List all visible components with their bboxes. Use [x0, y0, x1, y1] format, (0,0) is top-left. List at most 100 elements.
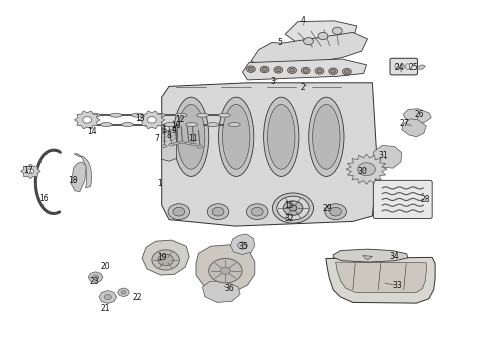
Text: 20: 20: [100, 262, 110, 271]
Polygon shape: [21, 164, 40, 179]
Circle shape: [83, 117, 92, 123]
Circle shape: [288, 67, 296, 73]
Text: 35: 35: [238, 242, 248, 251]
Ellipse shape: [173, 97, 209, 176]
Text: 8: 8: [167, 131, 172, 140]
Ellipse shape: [219, 97, 254, 176]
Text: 26: 26: [414, 110, 424, 119]
Circle shape: [168, 204, 190, 220]
Polygon shape: [333, 249, 408, 262]
Circle shape: [358, 163, 375, 176]
Text: 28: 28: [420, 195, 430, 204]
Circle shape: [343, 68, 351, 75]
Ellipse shape: [179, 141, 185, 144]
Text: 36: 36: [224, 284, 234, 293]
Ellipse shape: [228, 123, 240, 127]
Text: 27: 27: [399, 119, 409, 128]
Circle shape: [276, 68, 281, 72]
Circle shape: [212, 207, 224, 216]
Ellipse shape: [186, 123, 197, 127]
Ellipse shape: [164, 123, 176, 127]
Polygon shape: [417, 65, 425, 69]
Text: 22: 22: [132, 293, 142, 302]
Text: 30: 30: [358, 167, 368, 176]
Ellipse shape: [196, 113, 209, 117]
Text: 19: 19: [157, 253, 167, 262]
Circle shape: [291, 207, 302, 216]
Circle shape: [286, 204, 307, 220]
Ellipse shape: [268, 104, 295, 169]
Text: 7: 7: [154, 134, 159, 143]
Polygon shape: [373, 145, 402, 168]
Circle shape: [27, 169, 34, 174]
Circle shape: [246, 66, 255, 72]
Ellipse shape: [309, 97, 344, 176]
Circle shape: [260, 66, 269, 73]
Polygon shape: [142, 240, 189, 275]
Circle shape: [331, 69, 336, 73]
Polygon shape: [74, 111, 100, 129]
Circle shape: [93, 275, 98, 279]
Circle shape: [248, 67, 253, 71]
Polygon shape: [162, 83, 377, 226]
Text: 25: 25: [408, 63, 418, 72]
Text: 16: 16: [39, 194, 49, 203]
Polygon shape: [326, 257, 435, 303]
Text: 9: 9: [172, 126, 176, 135]
Ellipse shape: [177, 104, 205, 169]
Ellipse shape: [173, 142, 179, 145]
Circle shape: [289, 205, 297, 211]
Text: 12: 12: [175, 115, 185, 124]
Text: 18: 18: [68, 176, 77, 185]
Polygon shape: [243, 59, 367, 80]
Circle shape: [274, 67, 283, 73]
Ellipse shape: [219, 113, 230, 117]
Ellipse shape: [186, 142, 192, 145]
Text: 24: 24: [394, 63, 404, 72]
Text: 13: 13: [135, 114, 145, 122]
Text: 10: 10: [172, 121, 181, 130]
Circle shape: [325, 204, 346, 220]
Ellipse shape: [153, 113, 165, 117]
Polygon shape: [336, 262, 426, 292]
Polygon shape: [230, 234, 255, 255]
Circle shape: [251, 207, 263, 216]
Polygon shape: [118, 288, 129, 297]
Circle shape: [246, 204, 268, 220]
Text: 33: 33: [392, 281, 402, 290]
Polygon shape: [285, 21, 357, 50]
Text: 4: 4: [300, 17, 305, 26]
Polygon shape: [363, 256, 372, 260]
Ellipse shape: [169, 144, 174, 146]
Circle shape: [104, 294, 111, 300]
FancyBboxPatch shape: [390, 58, 417, 75]
Ellipse shape: [122, 123, 133, 127]
Ellipse shape: [132, 113, 144, 117]
Polygon shape: [202, 281, 240, 302]
Polygon shape: [403, 109, 431, 122]
Circle shape: [272, 193, 314, 223]
Text: 14: 14: [87, 127, 97, 136]
Circle shape: [209, 258, 242, 283]
Circle shape: [283, 201, 303, 215]
Circle shape: [344, 70, 349, 73]
Polygon shape: [162, 130, 176, 161]
Circle shape: [290, 68, 294, 72]
Ellipse shape: [313, 104, 340, 169]
Text: 29: 29: [322, 204, 332, 213]
Ellipse shape: [88, 113, 100, 117]
Circle shape: [332, 27, 342, 35]
Circle shape: [207, 204, 229, 220]
Text: 34: 34: [390, 252, 399, 261]
Polygon shape: [346, 154, 387, 184]
Polygon shape: [72, 162, 86, 192]
Polygon shape: [88, 272, 103, 283]
Circle shape: [330, 207, 342, 216]
Text: 17: 17: [24, 166, 33, 175]
Ellipse shape: [207, 123, 219, 127]
Ellipse shape: [100, 123, 112, 127]
Circle shape: [277, 196, 309, 220]
Circle shape: [318, 32, 328, 40]
Circle shape: [121, 291, 126, 294]
Text: 15: 15: [284, 201, 294, 210]
